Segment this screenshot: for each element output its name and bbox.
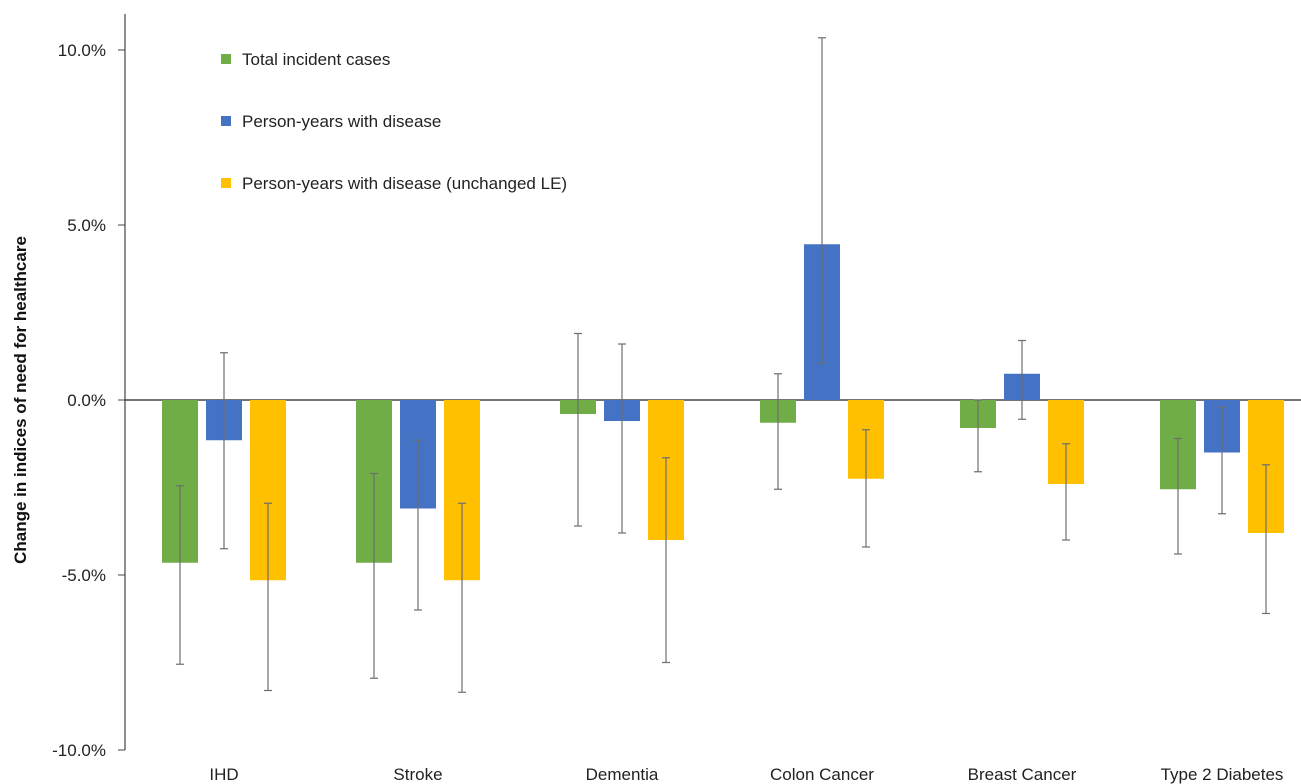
y-axis-label: Change in indices of need for healthcare (11, 236, 30, 564)
y-tick-label: 0.0% (67, 391, 106, 410)
category-label: IHD (209, 765, 238, 784)
legend-swatch (221, 178, 231, 188)
legend-label: Total incident cases (242, 50, 390, 69)
category-label: Type 2 Diabetes (1161, 765, 1284, 784)
category-label: Colon Cancer (770, 765, 874, 784)
legend: Total incident cases Person-years with di… (221, 50, 567, 193)
bars (162, 244, 1284, 581)
category-label: Stroke (393, 765, 442, 784)
legend-swatch (221, 54, 231, 64)
y-tick-label: -5.0% (62, 566, 106, 585)
error-bars (176, 37, 1270, 693)
legend-label: Person-years with disease (unchanged LE) (242, 174, 567, 193)
y-tick-label: 5.0% (67, 216, 106, 235)
legend-swatch (221, 116, 231, 126)
y-tick-label: -10.0% (52, 741, 106, 760)
category-labels: IHD Stroke Dementia Colon Cancer Breast Canc… (209, 765, 1283, 784)
legend-label: Person-years with disease (242, 112, 441, 131)
category-label: Dementia (586, 765, 659, 784)
y-ticks: 10.0% 5.0% 0.0% -5.0% -10.0% (52, 41, 125, 760)
category-label: Breast Cancer (968, 765, 1077, 784)
y-tick-label: 10.0% (58, 41, 106, 60)
